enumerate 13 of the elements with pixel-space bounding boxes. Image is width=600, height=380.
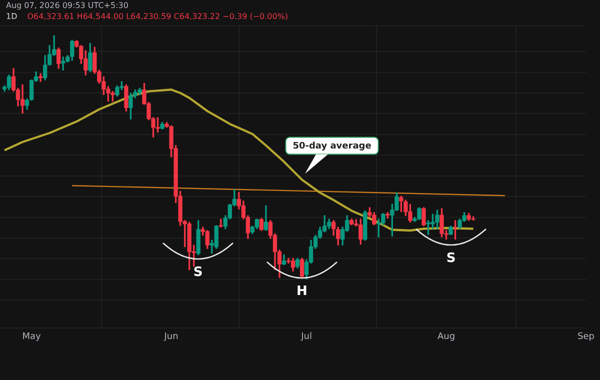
annotation: S: [192, 264, 204, 282]
x-tick-label: Aug: [437, 332, 456, 342]
text: Aug 07, 2026 09:53 UTC+5:30: [6, 1, 128, 10]
text: O64,323.61 H64,544.00 L64,230.59 C64,323.22 −0.39 (−0.00%): [27, 12, 288, 21]
x-tick-label: Jul: [300, 332, 312, 342]
candlestick: [453, 220, 458, 240]
annotation: S: [445, 250, 457, 268]
x-tick-label: May: [22, 332, 42, 342]
series-label: 50-day average: [292, 142, 372, 152]
x-tick-label: Sep: [578, 332, 595, 342]
text: 1D: [6, 12, 18, 21]
text: H: [296, 283, 308, 301]
x-tick-label: Jun: [163, 332, 178, 342]
